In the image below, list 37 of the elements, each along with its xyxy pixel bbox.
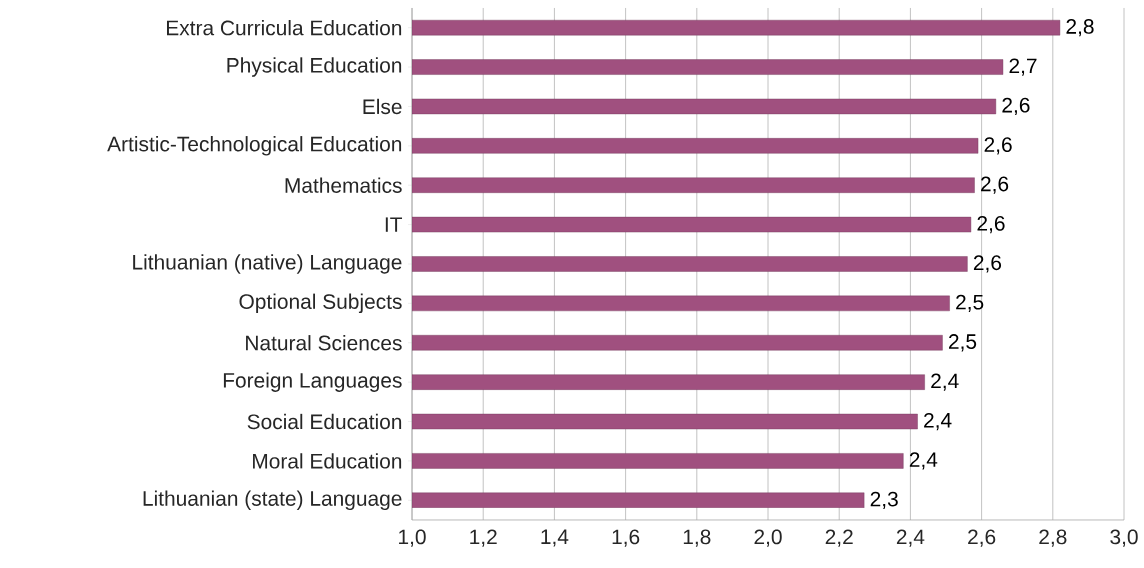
- x-tick-label: 3,0: [1110, 529, 1138, 547]
- x-tick-label: 2,6: [968, 529, 996, 547]
- y-tick-label: Extra Curricula Education: [167, 20, 402, 36]
- x-tick-label: 1,0: [399, 529, 426, 547]
- x-tick-label: 1,8: [683, 529, 711, 547]
- x-tick-label: 2,2: [825, 529, 853, 547]
- y-tick-label: Mathematics: [285, 177, 402, 193]
- x-tick-label: 2,8: [1039, 529, 1067, 547]
- x-tick-label: 2,4: [896, 529, 925, 547]
- y-tick-label: IT: [385, 217, 403, 232]
- y-tick-label: Optional Subjects: [239, 293, 402, 314]
- data-label: 2,6: [981, 176, 1009, 194]
- y-tick-label: Lithuanian (native) Language: [133, 254, 402, 274]
- y-tick-label: Moral Education: [253, 453, 402, 469]
- data-label: 2,3: [870, 491, 898, 509]
- x-tick-label: 2,0: [754, 529, 782, 547]
- data-label: 2,8: [1066, 19, 1094, 37]
- x-tick-label: 1,6: [612, 529, 640, 547]
- y-tick-label: Natural Sciences: [246, 335, 402, 351]
- y-tick-label: Else: [363, 98, 402, 115]
- y-tick-label: Artistic-Technological Education: [107, 136, 402, 156]
- x-tick-label: 1,2: [470, 529, 497, 547]
- x-tick-label: 1,4: [541, 529, 569, 547]
- data-label: 2,6: [973, 255, 1002, 273]
- data-label: 2,4: [909, 452, 938, 470]
- y-tick-label: Foreign Languages: [223, 372, 402, 392]
- y-tick-label: Physical Education: [227, 57, 402, 77]
- data-label: 2,6: [1002, 97, 1030, 116]
- y-tick-label: Lithuanian (state) Language: [143, 490, 402, 511]
- data-label: 2,6: [977, 215, 1005, 234]
- data-label: 2,4: [931, 373, 959, 391]
- data-label: 2,6: [984, 137, 1012, 155]
- y-tick-label: Social Education: [247, 413, 402, 430]
- data-label: 2,5: [949, 334, 977, 352]
- data-label: 2,7: [1009, 58, 1037, 76]
- data-label: 2,4: [924, 412, 952, 431]
- data-label: 2,5: [956, 294, 984, 313]
